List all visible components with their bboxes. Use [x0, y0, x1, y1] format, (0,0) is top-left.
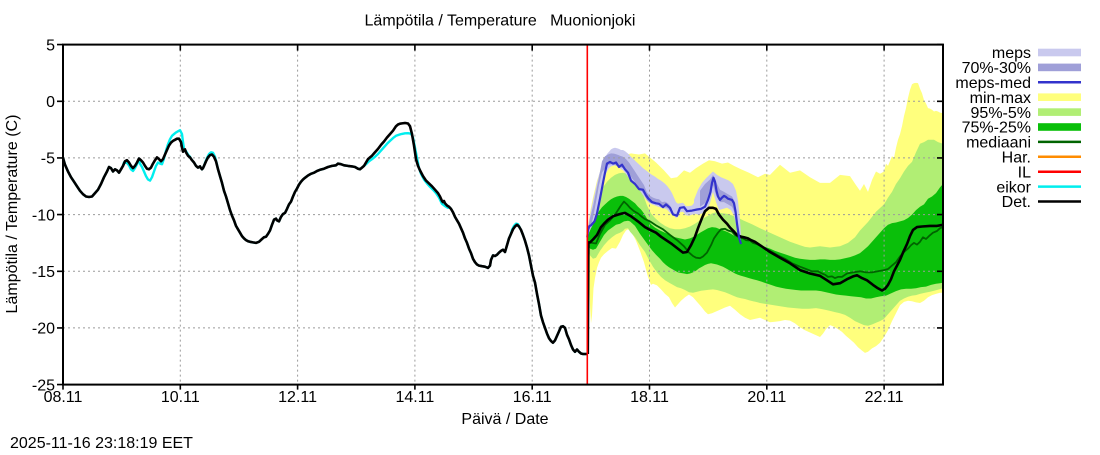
svg-text:08.11: 08.11	[44, 389, 83, 406]
svg-text:14.11: 14.11	[395, 389, 434, 406]
svg-text:10.11: 10.11	[161, 389, 200, 406]
svg-text:5: 5	[46, 37, 55, 54]
svg-text:22.11: 22.11	[865, 389, 904, 406]
svg-text:-20: -20	[32, 321, 55, 338]
svg-text:70%-30%: 70%-30%	[962, 60, 1031, 77]
svg-text:-15: -15	[32, 264, 55, 281]
svg-text:min-max: min-max	[970, 90, 1031, 107]
svg-text:Lämpötila / Temperature (C): Lämpötila / Temperature (C)	[4, 115, 21, 314]
svg-text:Lämpötila / Temperature Muon: Lämpötila / Temperature Muonionjoki	[365, 13, 636, 30]
svg-text:20.11: 20.11	[747, 389, 786, 406]
svg-text:-10: -10	[32, 207, 55, 224]
svg-text:75%-25%: 75%-25%	[962, 120, 1031, 137]
svg-text:-5: -5	[41, 151, 55, 168]
svg-text:meps-med: meps-med	[955, 75, 1031, 92]
svg-text:0: 0	[46, 94, 55, 111]
svg-text:95%-5%: 95%-5%	[971, 105, 1031, 122]
svg-text:18.11: 18.11	[630, 389, 669, 406]
svg-text:Päivä / Date: Päivä / Date	[461, 411, 548, 428]
svg-text:eikor: eikor	[996, 179, 1031, 196]
svg-text:-25: -25	[32, 377, 55, 394]
svg-text:16.11: 16.11	[513, 389, 552, 406]
svg-text:Det.: Det.	[1002, 194, 1031, 211]
svg-text:Har.: Har.	[1002, 150, 1031, 167]
svg-text:2025-11-16 23:18:19 EET: 2025-11-16 23:18:19 EET	[10, 435, 193, 450]
svg-text:12.11: 12.11	[278, 389, 317, 406]
svg-text:IL: IL	[1018, 164, 1031, 181]
svg-text:meps: meps	[992, 45, 1031, 62]
svg-text:mediaani: mediaani	[966, 135, 1031, 152]
